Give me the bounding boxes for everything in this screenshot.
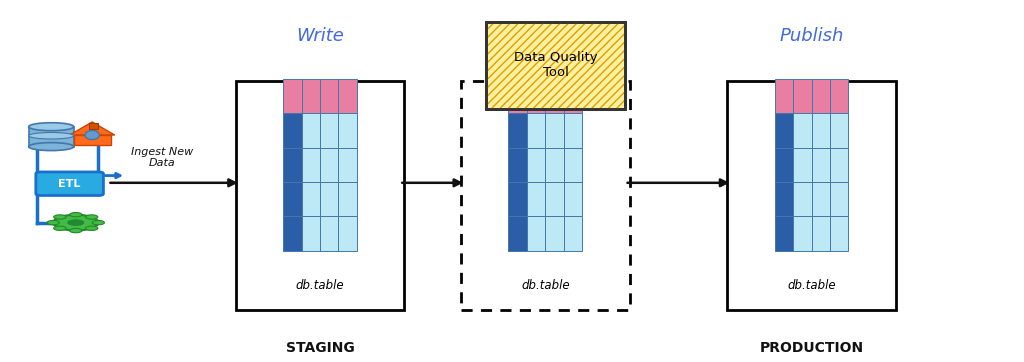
Bar: [829, 148, 848, 182]
Ellipse shape: [29, 132, 74, 139]
Bar: [302, 148, 321, 182]
Circle shape: [86, 215, 98, 219]
Bar: [283, 148, 302, 182]
Bar: [319, 148, 338, 182]
Bar: [545, 79, 563, 113]
Bar: [302, 182, 321, 216]
Bar: [338, 113, 357, 148]
Bar: [319, 79, 338, 113]
Bar: [563, 216, 582, 251]
Bar: [302, 113, 321, 148]
Bar: [526, 148, 545, 182]
Bar: [526, 182, 545, 216]
Bar: [338, 182, 357, 216]
Circle shape: [86, 226, 98, 231]
Bar: [526, 216, 545, 251]
Bar: [526, 113, 545, 148]
Circle shape: [53, 215, 98, 231]
Bar: [319, 216, 338, 251]
Bar: [774, 113, 793, 148]
Bar: [774, 148, 793, 182]
Bar: [829, 216, 848, 251]
Polygon shape: [70, 122, 115, 135]
Text: db.table: db.table: [296, 279, 344, 292]
Bar: [793, 79, 811, 113]
Bar: [283, 182, 302, 216]
Circle shape: [70, 212, 82, 217]
FancyBboxPatch shape: [36, 172, 103, 195]
Ellipse shape: [29, 123, 74, 131]
Bar: [302, 79, 321, 113]
FancyBboxPatch shape: [461, 81, 630, 310]
Bar: [545, 182, 563, 216]
FancyBboxPatch shape: [89, 123, 98, 129]
Text: Audit: Audit: [521, 27, 569, 45]
Bar: [283, 79, 302, 113]
Bar: [774, 216, 793, 251]
Circle shape: [53, 226, 66, 231]
Bar: [508, 148, 526, 182]
Text: db.table: db.table: [787, 279, 836, 292]
FancyBboxPatch shape: [236, 81, 404, 310]
Bar: [338, 79, 357, 113]
Bar: [526, 79, 545, 113]
Bar: [302, 216, 321, 251]
Bar: [283, 216, 302, 251]
Text: ETL: ETL: [58, 178, 81, 189]
Bar: [811, 148, 829, 182]
Bar: [829, 182, 848, 216]
Bar: [283, 113, 302, 148]
Bar: [829, 79, 848, 113]
Bar: [563, 148, 582, 182]
Bar: [811, 216, 829, 251]
Bar: [563, 113, 582, 148]
Text: Ingest New
Data: Ingest New Data: [131, 147, 193, 168]
Bar: [774, 182, 793, 216]
Circle shape: [70, 228, 82, 233]
Text: PRODUCTION: PRODUCTION: [760, 341, 863, 354]
Bar: [508, 182, 526, 216]
Bar: [545, 113, 563, 148]
Bar: [829, 113, 848, 148]
Text: db.table: db.table: [521, 279, 569, 292]
Bar: [338, 216, 357, 251]
Text: Write: Write: [296, 27, 344, 45]
FancyBboxPatch shape: [486, 22, 625, 109]
Bar: [563, 79, 582, 113]
FancyBboxPatch shape: [29, 127, 74, 147]
Circle shape: [68, 220, 84, 226]
Bar: [793, 216, 811, 251]
FancyBboxPatch shape: [727, 81, 896, 310]
Circle shape: [53, 215, 66, 219]
Bar: [508, 113, 526, 148]
Bar: [508, 79, 526, 113]
Text: STAGING: STAGING: [286, 341, 354, 354]
Text: Publish: Publish: [779, 27, 844, 45]
Ellipse shape: [85, 130, 99, 140]
Bar: [811, 113, 829, 148]
Bar: [319, 113, 338, 148]
Bar: [774, 79, 793, 113]
FancyBboxPatch shape: [486, 22, 625, 109]
Bar: [811, 182, 829, 216]
Bar: [793, 182, 811, 216]
Circle shape: [92, 220, 104, 225]
Bar: [793, 148, 811, 182]
Bar: [338, 148, 357, 182]
Bar: [319, 182, 338, 216]
Bar: [811, 79, 829, 113]
Bar: [793, 113, 811, 148]
Bar: [508, 216, 526, 251]
Circle shape: [47, 220, 59, 225]
Bar: [545, 216, 563, 251]
Ellipse shape: [29, 143, 74, 151]
Text: Data Quality
Tool: Data Quality Tool: [514, 51, 597, 79]
Bar: [545, 148, 563, 182]
Bar: [563, 182, 582, 216]
FancyBboxPatch shape: [74, 135, 111, 145]
